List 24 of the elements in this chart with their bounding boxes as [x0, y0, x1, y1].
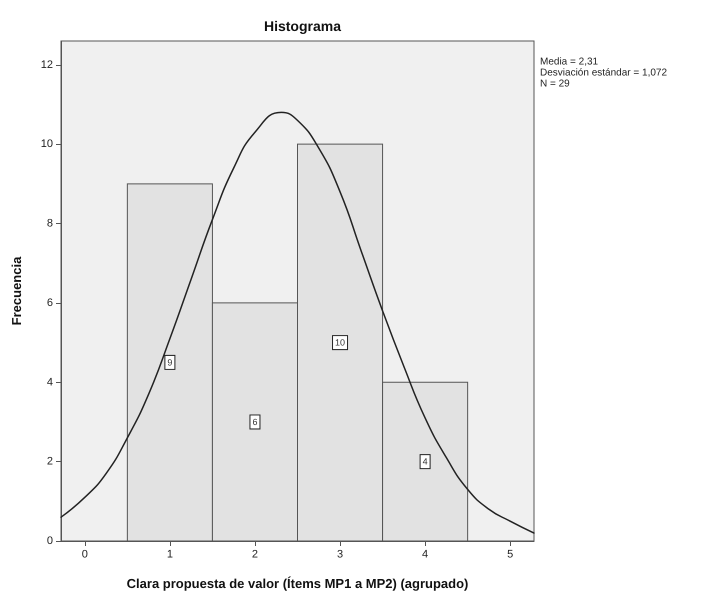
y-axis-title: Frecuencia: [9, 256, 24, 326]
y-tick-label: 12: [40, 58, 53, 71]
data-label: 4: [422, 456, 428, 467]
y-tick-label: 2: [46, 456, 53, 468]
y-tick-label: 4: [46, 376, 53, 388]
text: Desviación estándar = 1,072: [540, 68, 668, 78]
data-label: 6: [252, 416, 258, 427]
y-tick-label: 0: [46, 535, 53, 547]
x-tick-label: 0: [82, 548, 88, 560]
x-tick-label: 4: [422, 548, 428, 560]
x-axis-title: Clara propuesta de valor (Ítems MP1 a MP2) (agrupado): [126, 576, 468, 591]
y-tick-label: 10: [40, 138, 53, 150]
x-tick-label: 5: [507, 548, 514, 560]
chart-title: Histograma: [264, 18, 342, 34]
y-tick-label: 6: [46, 296, 53, 309]
line-series: [60, 112, 535, 534]
text: N = 29: [540, 78, 570, 90]
x-tick-label: 2: [252, 548, 258, 560]
x-tick-label: 1: [166, 548, 173, 560]
x-tick-label: 3: [336, 548, 344, 560]
text: Media = 2,31: [540, 56, 599, 68]
data-label: 10: [335, 338, 346, 348]
data-label: 9: [167, 357, 172, 368]
y-tick-label: 8: [46, 218, 53, 230]
